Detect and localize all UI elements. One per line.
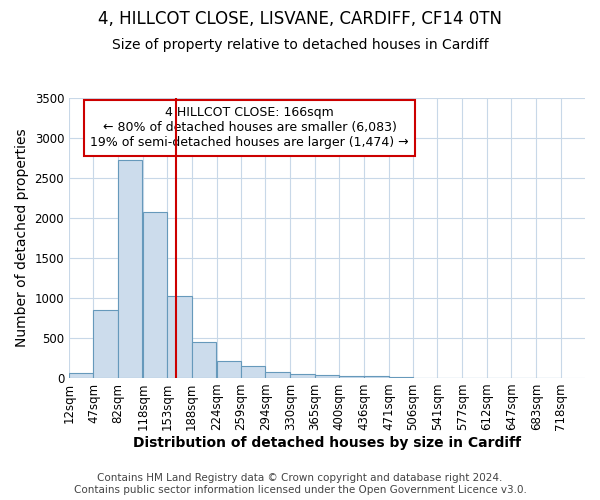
Bar (94, 310, 118, 378)
Bar (315, 375, 339, 378)
Y-axis label: Number of detached properties: Number of detached properties (15, 128, 29, 348)
Text: Contains HM Land Registry data © Crown copyright and database right 2024.
Contai: Contains HM Land Registry data © Crown c… (74, 474, 526, 495)
Bar (339, 376, 364, 378)
Text: 4, HILLCOT CLOSE, LISVANE, CARDIFF, CF14 0TN: 4, HILLCOT CLOSE, LISVANE, CARDIFF, CF14… (98, 10, 502, 28)
Bar (217, 361, 241, 378)
Bar (118, 160, 142, 378)
Bar (69, 373, 94, 378)
Text: 4 HILLCOT CLOSE: 166sqm
← 80% of detached houses are smaller (6,083)
19% of semi: 4 HILLCOT CLOSE: 166sqm ← 80% of detache… (91, 106, 409, 150)
Bar (241, 366, 265, 378)
Text: Size of property relative to detached houses in Cardiff: Size of property relative to detached ho… (112, 38, 488, 52)
Bar (364, 376, 389, 378)
X-axis label: Distribution of detached houses by size in Cardiff: Distribution of detached houses by size … (133, 436, 521, 450)
Bar (143, 212, 167, 378)
Bar (265, 372, 290, 378)
Bar (167, 296, 191, 378)
Bar (389, 377, 413, 378)
Bar (290, 374, 315, 378)
Bar (191, 342, 216, 378)
